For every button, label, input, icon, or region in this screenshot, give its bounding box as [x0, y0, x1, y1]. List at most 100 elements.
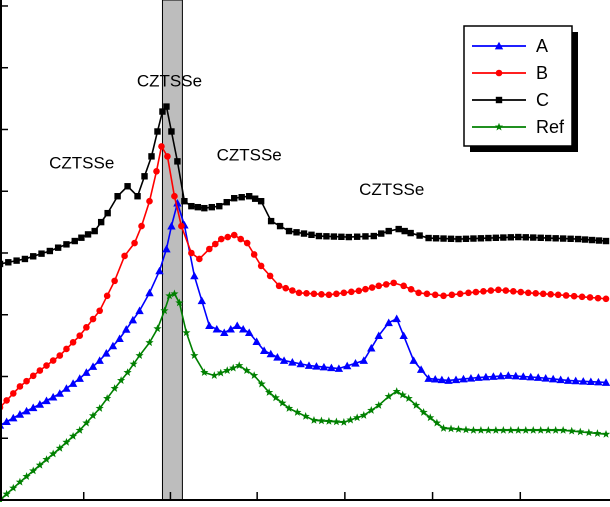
data-point-c — [515, 233, 522, 241]
data-point-ref — [301, 412, 310, 420]
data-point-a — [212, 324, 221, 333]
data-point-c — [30, 253, 37, 260]
data-point-a — [496, 371, 506, 380]
data-point-c — [440, 235, 447, 242]
data-point-a — [167, 221, 176, 230]
data-point-a — [312, 362, 321, 370]
data-point-b — [96, 307, 103, 315]
legend-item-a: A — [472, 36, 548, 56]
data-point-a — [220, 328, 229, 337]
data-point-a — [481, 372, 491, 381]
data-point-c — [492, 234, 500, 241]
data-point-c — [285, 227, 293, 235]
data-point-ref — [69, 431, 78, 440]
data-point-c — [293, 229, 300, 236]
data-point-b — [83, 324, 90, 331]
data-point-c — [78, 234, 85, 241]
data-point-c — [5, 259, 12, 266]
data-point-b — [423, 290, 431, 298]
data-point-c — [552, 235, 559, 242]
data-point-b — [547, 291, 554, 298]
data-point-a — [474, 373, 483, 381]
data-point-a — [42, 396, 51, 405]
data-point-b — [103, 292, 111, 300]
data-point-b — [257, 262, 265, 270]
legend-label-c: C — [536, 90, 549, 110]
data-point-a — [115, 334, 124, 343]
data-point-a — [108, 341, 118, 350]
data-point-c — [159, 108, 166, 115]
data-point-b — [407, 286, 415, 293]
data-point-a — [226, 324, 235, 333]
data-point-a — [266, 349, 275, 358]
data-point-ref — [129, 359, 138, 368]
data-point-c — [114, 193, 121, 200]
data-point-c — [84, 231, 92, 238]
data-point-b — [532, 290, 540, 297]
data-point-a — [342, 361, 352, 370]
data-point-b — [456, 290, 464, 298]
data-point-c — [507, 234, 515, 241]
data-point-b — [250, 251, 258, 258]
data-point-a — [367, 343, 376, 352]
data-point-b — [243, 239, 251, 247]
data-point-a — [534, 373, 543, 381]
data-point-c — [330, 233, 338, 240]
data-point-b — [487, 287, 495, 294]
data-point-c — [544, 234, 552, 242]
data-point-b — [340, 289, 348, 297]
data-point-b — [275, 282, 283, 290]
data-point-b — [153, 168, 160, 175]
data-point-c — [602, 237, 610, 245]
data-point-b — [237, 235, 245, 243]
data-point-c — [216, 202, 223, 210]
data-point-a — [2, 417, 11, 426]
data-point-c — [13, 257, 20, 264]
data-point-a — [556, 375, 565, 384]
data-point-a — [128, 315, 138, 324]
data-point-ref — [521, 425, 530, 434]
legend-marker-c — [495, 96, 503, 104]
data-point-c — [432, 235, 440, 242]
data-point-a — [82, 368, 91, 376]
data-point-ref — [491, 425, 500, 434]
data-point-ref — [584, 428, 593, 437]
data-point-b — [310, 290, 318, 298]
data-point-c — [308, 231, 315, 239]
data-point-c — [416, 232, 423, 239]
data-point-a — [563, 376, 573, 384]
data-point-a — [459, 374, 468, 383]
data-point-ref — [210, 371, 219, 379]
data-point-a — [68, 379, 78, 387]
data-point-c — [559, 235, 567, 242]
data-point-b — [36, 367, 44, 374]
data-point-ref — [257, 379, 266, 388]
data-point-ref — [9, 483, 18, 492]
data-point-b — [502, 287, 510, 294]
data-point-ref — [601, 429, 610, 438]
data-point-a — [601, 378, 610, 386]
data-point-c — [238, 194, 245, 201]
data-point-ref — [75, 425, 84, 434]
data-point-ref — [499, 425, 508, 434]
data-point-b — [448, 291, 456, 299]
data-point-ref — [446, 424, 456, 433]
data-point-b — [465, 289, 472, 297]
data-point-b — [3, 397, 10, 404]
data-point-b — [400, 282, 407, 290]
data-point-b — [348, 288, 355, 296]
data-point-a — [541, 374, 550, 382]
peak-annotation: CZTSSe — [137, 72, 202, 91]
peak-annotation: CZTSSe — [217, 145, 282, 164]
data-point-c — [54, 244, 62, 251]
data-point-b — [562, 292, 570, 299]
peak-annotation: CZTSSe — [359, 180, 424, 199]
data-point-a — [504, 371, 513, 379]
data-point-ref — [190, 351, 199, 360]
data-point-a — [173, 198, 182, 207]
data-point-b — [171, 192, 178, 200]
data-point-a — [29, 403, 38, 412]
data-point-c — [163, 103, 170, 110]
data-point-b — [76, 332, 84, 339]
